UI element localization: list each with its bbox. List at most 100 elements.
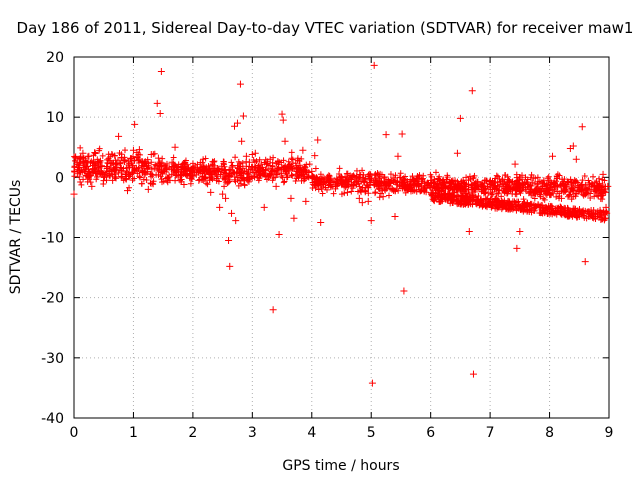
band-marker xyxy=(427,171,434,178)
band-marker xyxy=(111,152,118,159)
band-marker xyxy=(502,172,509,179)
data-point xyxy=(299,146,307,154)
band-marker xyxy=(396,182,403,189)
band-marker xyxy=(420,172,427,179)
data-point xyxy=(549,152,557,160)
band-marker xyxy=(585,179,592,186)
band-marker xyxy=(456,183,463,190)
data-point xyxy=(468,87,476,95)
band-marker xyxy=(191,164,198,171)
band-marker xyxy=(131,157,138,164)
band-marker xyxy=(552,183,559,190)
band-marker xyxy=(203,180,210,187)
data-point xyxy=(216,203,224,211)
data-point xyxy=(385,179,393,187)
band-marker xyxy=(278,173,285,180)
data-point xyxy=(314,136,322,144)
band-marker xyxy=(178,166,185,173)
data-point xyxy=(364,197,372,205)
data-point xyxy=(124,187,131,195)
x-tick-label: 3 xyxy=(248,425,257,441)
band-marker xyxy=(77,178,84,185)
band-marker xyxy=(432,169,439,176)
band-marker xyxy=(348,188,355,195)
data-point xyxy=(219,190,227,198)
data-point xyxy=(305,169,313,177)
band-marker xyxy=(98,162,105,169)
band-marker xyxy=(505,206,512,213)
band-marker xyxy=(317,171,324,178)
band-marker xyxy=(392,172,399,179)
band-marker xyxy=(143,177,150,184)
band-marker xyxy=(95,158,102,165)
data-point xyxy=(269,306,277,314)
band-marker xyxy=(274,157,281,164)
data-point xyxy=(406,178,414,186)
band-marker xyxy=(274,165,281,172)
data-point xyxy=(540,206,548,214)
band-marker xyxy=(87,179,94,186)
band-marker xyxy=(267,171,274,178)
band-marker xyxy=(420,184,427,191)
band-marker xyxy=(581,172,588,179)
data-point xyxy=(296,161,304,169)
band-marker xyxy=(367,179,374,186)
band-marker xyxy=(547,203,554,210)
band-marker xyxy=(357,171,364,178)
data-point xyxy=(534,188,542,196)
data-point xyxy=(459,200,467,208)
band-marker xyxy=(110,159,117,166)
band-marker xyxy=(352,174,359,181)
band-marker xyxy=(139,158,146,165)
band-marker xyxy=(71,153,78,160)
data-point xyxy=(450,185,458,193)
band-marker xyxy=(360,179,367,186)
data-point xyxy=(132,164,140,172)
data-point xyxy=(251,149,259,157)
band-marker xyxy=(71,168,78,175)
band-marker xyxy=(237,170,244,177)
data-point xyxy=(138,169,146,177)
y-tick-label: 0 xyxy=(55,170,64,186)
x-axis-label: GPS time / hours xyxy=(282,458,399,474)
band-marker xyxy=(93,176,100,183)
band-marker xyxy=(387,171,394,178)
data-point xyxy=(115,132,123,140)
data-point xyxy=(382,131,390,139)
band-marker xyxy=(580,192,587,199)
band-marker xyxy=(385,179,392,186)
band-marker xyxy=(319,190,326,197)
data-point xyxy=(373,182,381,190)
band-marker xyxy=(107,160,114,167)
band-marker xyxy=(129,177,136,184)
data-point xyxy=(557,194,565,202)
band-marker xyxy=(252,164,259,171)
band-marker xyxy=(281,163,288,170)
band-marker xyxy=(592,187,599,194)
band-marker xyxy=(515,202,522,209)
band-marker xyxy=(559,206,566,213)
data-point xyxy=(228,209,236,217)
band-marker xyxy=(571,211,578,218)
band-marker xyxy=(432,195,439,202)
band-marker xyxy=(197,165,204,172)
data-point xyxy=(272,182,280,190)
data-point xyxy=(257,160,265,168)
data-point xyxy=(238,137,246,145)
band-marker xyxy=(576,186,583,193)
band-marker xyxy=(453,198,460,205)
data-point xyxy=(439,179,447,187)
y-axis-label: SDTVAR / TECUs xyxy=(8,180,24,295)
band-marker xyxy=(170,168,177,175)
band-marker xyxy=(499,201,506,208)
band-marker xyxy=(275,161,282,168)
data-point xyxy=(596,206,604,214)
data-point xyxy=(465,227,473,235)
data-point xyxy=(88,182,96,190)
band-marker xyxy=(532,175,539,182)
band-marker xyxy=(179,160,186,167)
band-marker xyxy=(539,204,546,211)
band-marker xyxy=(415,181,422,188)
data-point xyxy=(453,149,461,157)
band-marker xyxy=(179,161,186,168)
